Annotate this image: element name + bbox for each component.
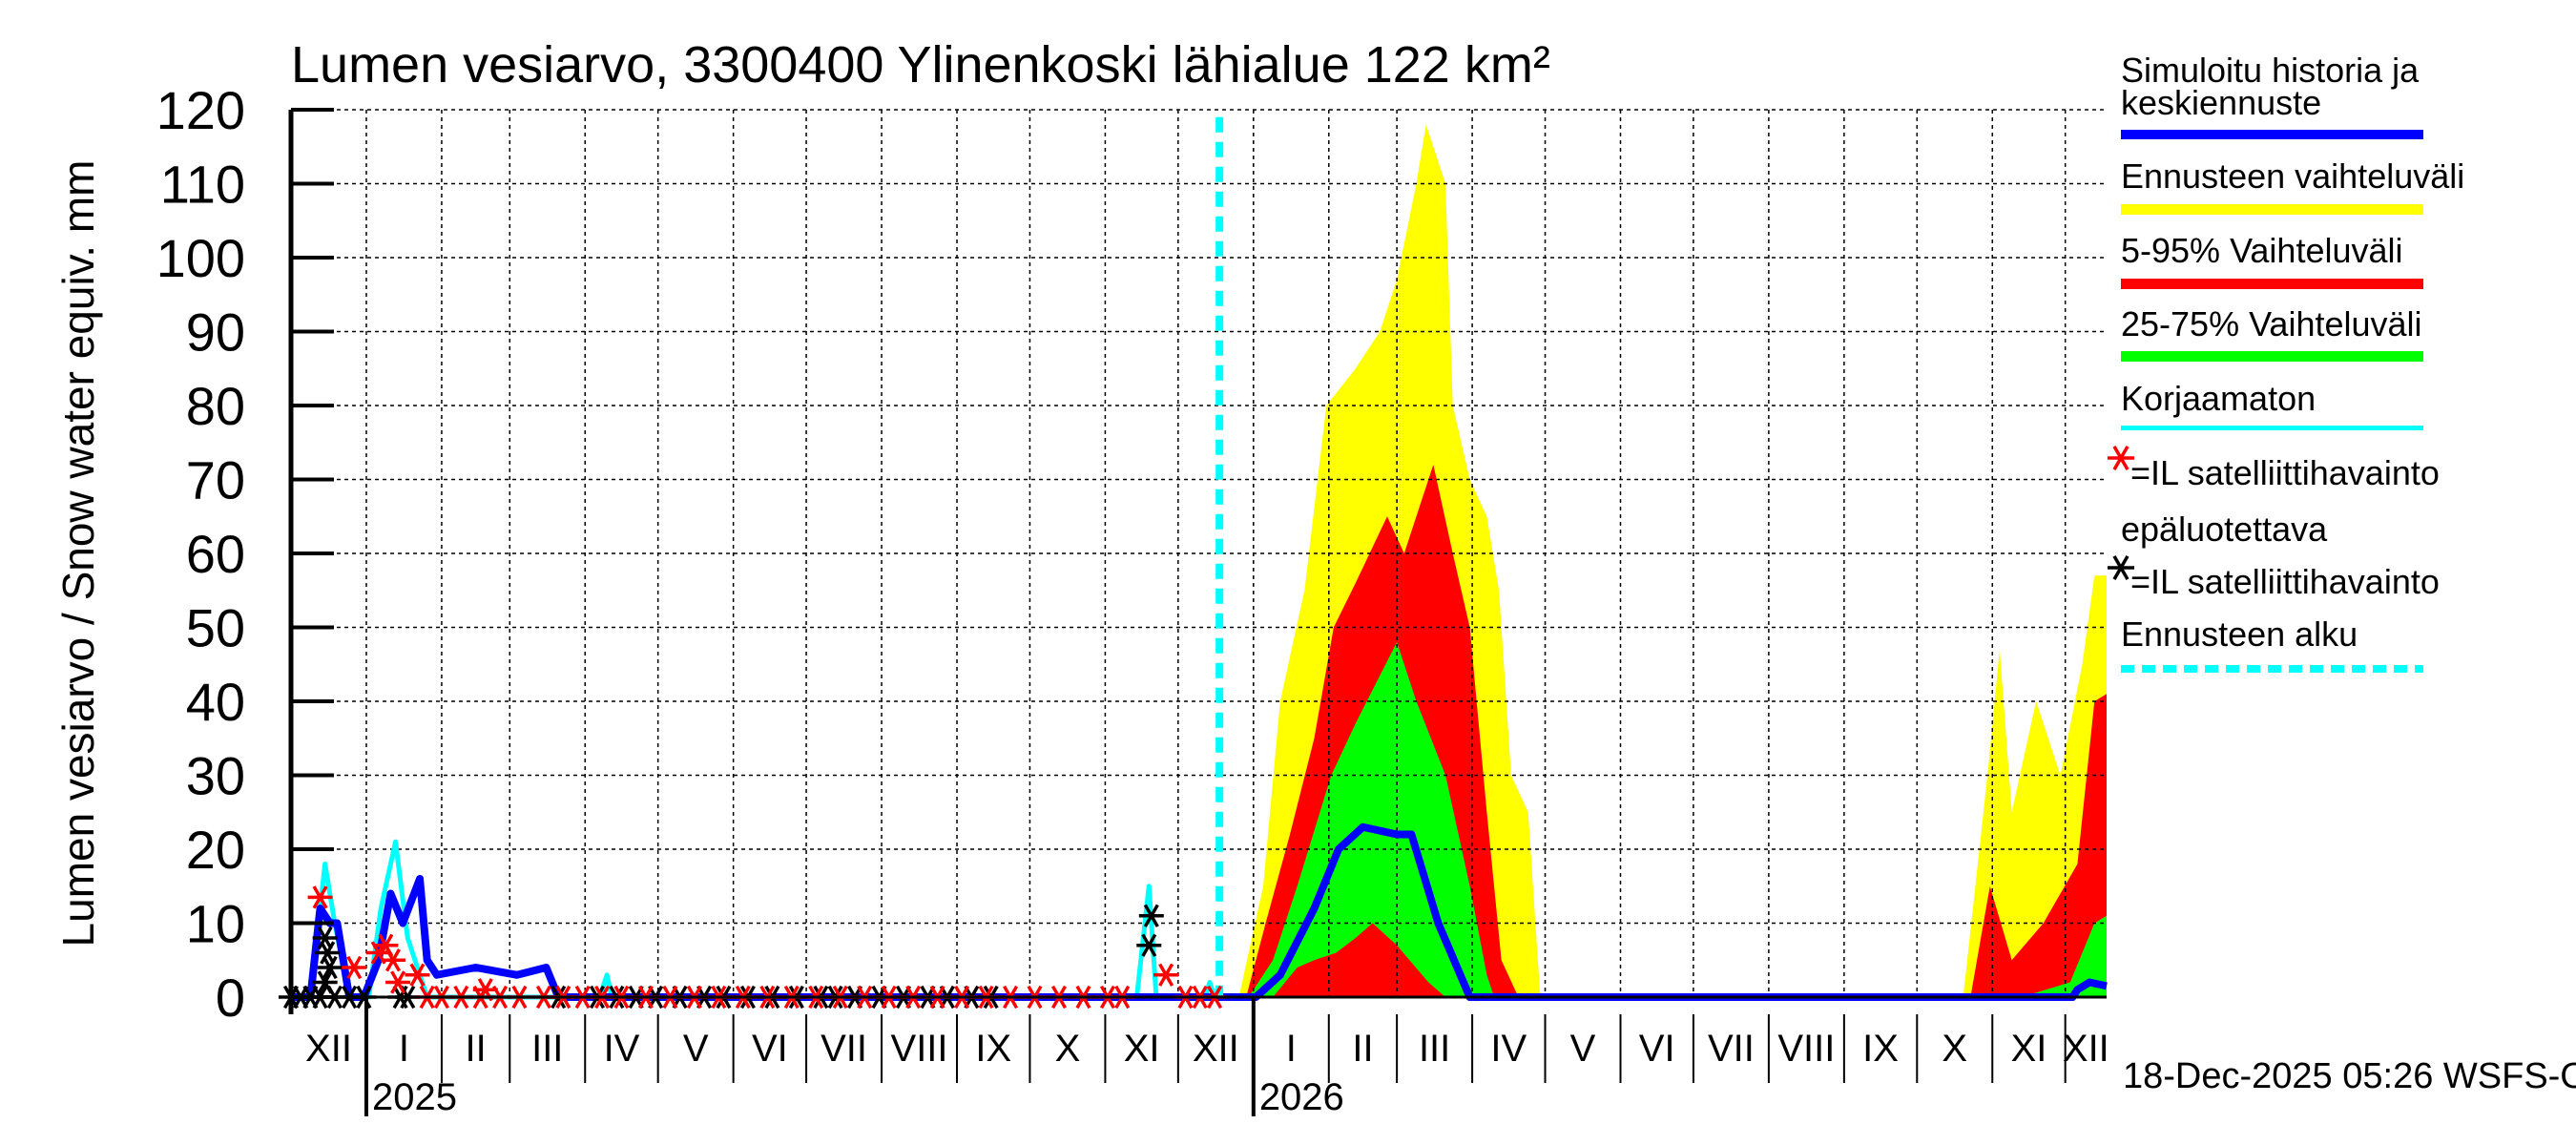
y-tick-label: 70: [186, 450, 245, 510]
reliable-obs-marker: [405, 963, 430, 987]
legend-p25-75-label: 25-75% Vaihteluväli: [2121, 304, 2422, 344]
month-label: X: [1055, 1028, 1081, 1070]
month-label: II: [1352, 1028, 1373, 1070]
month-label: IX: [975, 1028, 1011, 1070]
reliable-obs-marker: [1153, 963, 1179, 987]
year-label: 2026: [1259, 1076, 1344, 1118]
month-label: IV: [604, 1028, 640, 1070]
legend-black-asterisk-icon: [2108, 554, 2134, 581]
chart-title: Lumen vesiarvo, 3300400 Ylinenkoski lähi…: [291, 36, 1550, 94]
month-label: V: [1570, 1028, 1596, 1070]
y-tick-label: 20: [186, 820, 245, 880]
legend-unreliable-label: epäluotettava: [2121, 510, 2328, 549]
y-tick-label: 110: [160, 155, 245, 215]
legend-red-asterisk-icon: [2108, 445, 2134, 471]
month-label: IV: [1490, 1028, 1527, 1070]
month-label: IX: [1862, 1028, 1899, 1070]
y-tick-label: 0: [216, 968, 245, 1028]
band-p75: [1219, 642, 2107, 997]
legend-sim-swatch: [2121, 130, 2423, 139]
month-label: VI: [752, 1028, 788, 1070]
y-axis-label: Lumen vesiarvo / Snow water equiv. mm: [53, 160, 103, 947]
reliable-obs-marker: [385, 970, 411, 994]
month-label: III: [1419, 1028, 1450, 1070]
month-label: VII: [821, 1028, 867, 1070]
legend-p25-75-swatch: [2121, 351, 2423, 362]
legend: Simuloitu historia ja keskiennuste Ennus…: [2108, 51, 2464, 673]
simulated-median-line: [291, 822, 2108, 1001]
legend-uncorrected-label: Korjaamaton: [2121, 379, 2316, 418]
legend-sim-label-1: Simuloitu historia ja: [2121, 51, 2420, 90]
month-label: XI: [2011, 1028, 2047, 1070]
legend-sat-obs-label: =IL satelliittihavainto: [2130, 453, 2440, 492]
y-tick-label: 100: [156, 228, 245, 288]
month-label: VI: [1639, 1028, 1675, 1070]
reliable-obs-marker: [380, 948, 405, 972]
y-tick-label: 10: [186, 894, 245, 954]
y-tick-label: 50: [186, 598, 245, 658]
y-tick-label: 120: [156, 80, 245, 140]
unreliable-obs-marker: [315, 941, 341, 965]
unreliable-obs-marker: [312, 970, 338, 994]
month-label: XII: [1193, 1028, 1239, 1070]
legend-p5-95-swatch: [2121, 279, 2423, 289]
legend-sim-label-2: keskiennuste: [2121, 83, 2321, 122]
month-label: XI: [1124, 1028, 1160, 1070]
legend-range-swatch: [2121, 204, 2423, 215]
unreliable-obs-marker: [1136, 933, 1162, 957]
month-label: V: [683, 1028, 709, 1070]
unreliable-obs-marker: [1138, 904, 1164, 927]
y-tick-label: 60: [186, 524, 245, 584]
month-label: I: [399, 1028, 409, 1070]
grid-lines: [291, 109, 2107, 997]
y-tick-label: 40: [186, 672, 245, 732]
legend-p5-95-label: 5-95% Vaihteluväli: [2121, 231, 2403, 270]
y-tick-label: 90: [186, 302, 245, 363]
reliable-obs-marker: [307, 885, 333, 909]
y-tick-label: 80: [186, 376, 245, 436]
reliable-obs-marker: [342, 955, 367, 980]
unreliable-obs-marker: [312, 926, 338, 950]
series-lines: [291, 116, 2108, 1001]
year-label: 2025: [372, 1076, 457, 1118]
month-label: I: [1286, 1028, 1297, 1070]
month-label: VIII: [891, 1028, 948, 1070]
month-label: III: [531, 1028, 563, 1070]
legend-red-asterisk-mark: [2108, 445, 2134, 471]
legend-forecast-start-label: Ennusteen alku: [2121, 614, 2358, 654]
month-label: X: [1942, 1028, 1967, 1070]
legend-uncorrected-swatch: [2121, 426, 2423, 430]
timestamp: 18-Dec-2025 05:26 WSFS-O: [2123, 1056, 2576, 1096]
unreliable-obs-marker: [317, 955, 343, 980]
legend-black-asterisk-mark: [2108, 554, 2134, 581]
legend-sat-obs-unreliable-label: =IL satelliittihavainto: [2130, 562, 2440, 601]
month-label: XII: [2063, 1028, 2109, 1070]
month-label: VII: [1708, 1028, 1755, 1070]
y-tick-label: 30: [186, 746, 245, 806]
legend-range-label: Ennusteen vaihteluväli: [2121, 156, 2464, 196]
month-label: II: [465, 1028, 486, 1070]
month-label: VIII: [1777, 1028, 1835, 1070]
month-label: XII: [305, 1028, 352, 1070]
forecast-bands: [1219, 124, 2107, 997]
